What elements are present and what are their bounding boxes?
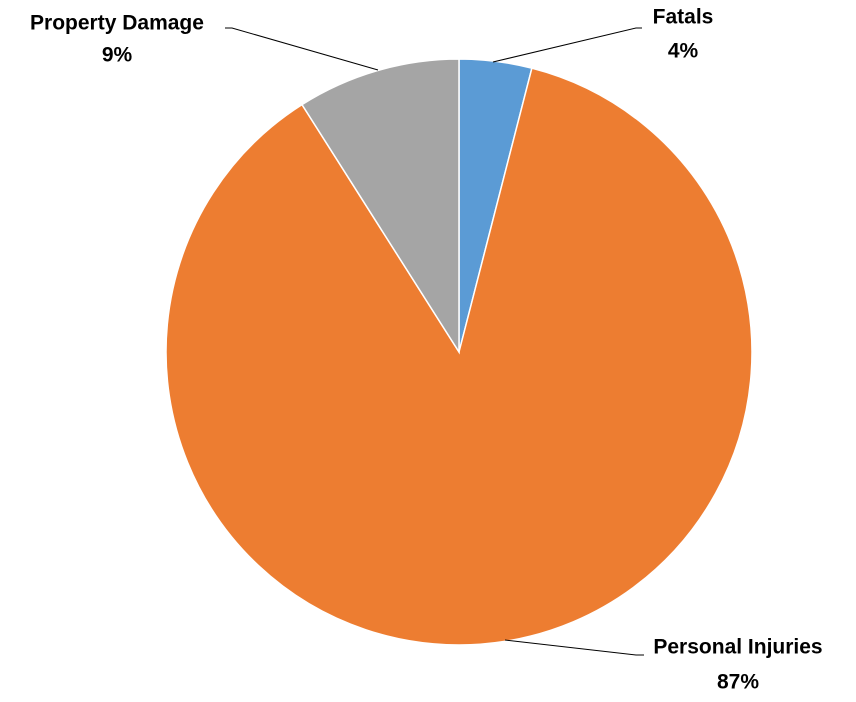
value-label: 9% xyxy=(102,44,133,67)
category-label: Fatals xyxy=(653,6,714,29)
leader-line xyxy=(225,27,379,71)
leader-line xyxy=(492,27,642,63)
value-label: 4% xyxy=(668,40,699,63)
leader-line xyxy=(504,639,644,656)
pie-slice xyxy=(300,58,460,355)
category-label: Personal Injuries xyxy=(653,636,822,659)
value-label: 87% xyxy=(717,671,759,694)
pie-slice xyxy=(165,67,753,646)
category-label: Property Damage xyxy=(30,12,204,35)
